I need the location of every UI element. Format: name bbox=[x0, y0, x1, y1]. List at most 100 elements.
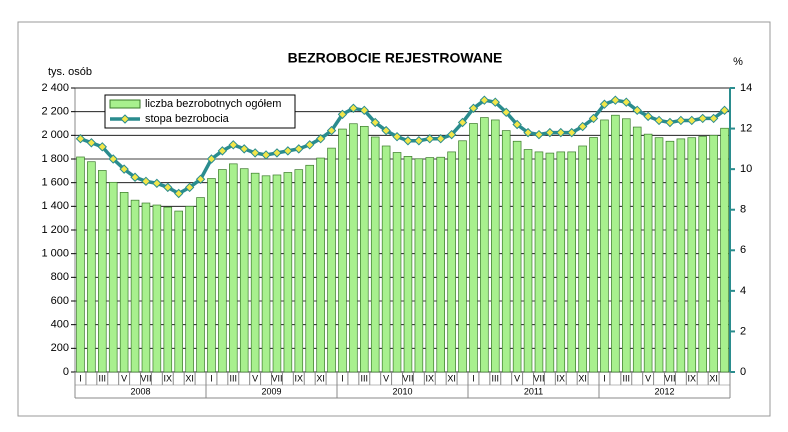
y-tick-label: 1 200 bbox=[41, 224, 69, 236]
line-marker bbox=[294, 144, 304, 154]
y2-tick-label: 2 bbox=[740, 325, 746, 337]
x-tick-label: IX bbox=[295, 373, 304, 383]
line-marker bbox=[403, 136, 413, 146]
line-marker bbox=[152, 178, 162, 189]
line-marker bbox=[305, 140, 315, 150]
line-marker bbox=[163, 182, 173, 193]
year-label: 2010 bbox=[392, 386, 412, 396]
x-tick-label: XI bbox=[578, 373, 587, 383]
line-marker bbox=[698, 113, 708, 124]
x-tick-label: I bbox=[603, 373, 606, 383]
bar bbox=[305, 164, 314, 373]
line-marker bbox=[676, 115, 686, 126]
bar bbox=[600, 119, 609, 373]
line-marker bbox=[545, 127, 555, 138]
line-marker bbox=[381, 125, 391, 136]
x-tick-label: I bbox=[210, 373, 213, 383]
bar bbox=[152, 204, 162, 373]
x-tick-label: III bbox=[623, 373, 631, 383]
bar bbox=[239, 168, 249, 373]
line-marker bbox=[479, 95, 490, 105]
bar bbox=[512, 140, 522, 373]
line-marker bbox=[665, 117, 675, 128]
chart-title: BEZROBOCIE REJESTROWANE bbox=[288, 50, 503, 66]
bar bbox=[381, 145, 391, 373]
line-marker bbox=[239, 144, 249, 154]
line-marker bbox=[130, 172, 140, 182]
line-marker bbox=[567, 127, 577, 138]
line-marker bbox=[348, 103, 359, 113]
line-marker bbox=[217, 146, 228, 156]
x-tick-label: V bbox=[514, 373, 520, 383]
bar bbox=[207, 178, 216, 373]
line-marker bbox=[512, 119, 522, 130]
line-marker bbox=[687, 115, 697, 126]
line-marker bbox=[228, 140, 238, 150]
bar bbox=[436, 156, 445, 373]
x-tick-label: VII bbox=[140, 373, 151, 383]
y-tick-label: 200 bbox=[51, 342, 69, 354]
bar bbox=[196, 197, 205, 373]
line-marker bbox=[184, 182, 195, 193]
bar bbox=[370, 136, 380, 373]
x-tick-label: VII bbox=[402, 373, 413, 383]
x-tick-label: V bbox=[252, 373, 258, 383]
line-marker bbox=[174, 188, 184, 199]
bar bbox=[283, 172, 293, 373]
line-marker bbox=[195, 174, 206, 184]
line-marker bbox=[654, 115, 664, 126]
line-marker bbox=[315, 134, 326, 144]
bar bbox=[665, 140, 675, 373]
bar bbox=[491, 119, 500, 373]
x-tick-label: III bbox=[492, 373, 500, 383]
x-tick-label: VII bbox=[664, 373, 675, 383]
x-tick-label: IX bbox=[426, 373, 435, 383]
bar bbox=[294, 169, 304, 373]
bar bbox=[578, 145, 587, 373]
y-tick-label: 1 400 bbox=[41, 200, 69, 212]
line-marker bbox=[261, 150, 271, 160]
line-marker bbox=[577, 121, 588, 132]
bar bbox=[480, 117, 489, 373]
line-marker bbox=[468, 103, 479, 113]
y2-tick-label: 12 bbox=[740, 122, 752, 134]
legend-marker bbox=[120, 114, 130, 124]
line-marker bbox=[272, 148, 282, 158]
bar bbox=[261, 175, 271, 373]
y-tick-label: 1 000 bbox=[41, 248, 69, 260]
bar bbox=[654, 137, 664, 373]
bar bbox=[447, 151, 456, 373]
legend-label: liczba bezrobotnych ogółem bbox=[145, 98, 281, 110]
bar bbox=[130, 199, 140, 373]
bar bbox=[76, 156, 85, 373]
line-marker bbox=[108, 154, 118, 164]
x-tick-label: XI bbox=[709, 373, 718, 383]
x-tick-label: XI bbox=[185, 373, 194, 383]
bar bbox=[698, 136, 707, 373]
y-tick-label: 1 600 bbox=[41, 177, 69, 189]
bar bbox=[567, 151, 576, 373]
line-marker bbox=[250, 148, 260, 158]
line-marker bbox=[119, 164, 129, 174]
bar bbox=[534, 151, 544, 373]
bar bbox=[469, 123, 478, 373]
bar bbox=[360, 125, 369, 373]
bar bbox=[250, 172, 260, 373]
bar bbox=[458, 140, 467, 373]
line-marker bbox=[425, 134, 435, 144]
y2-tick-label: 14 bbox=[740, 82, 752, 94]
bar bbox=[709, 134, 718, 373]
line-marker bbox=[632, 105, 642, 116]
bar bbox=[392, 152, 402, 373]
bar bbox=[316, 157, 325, 373]
bar bbox=[523, 149, 533, 373]
y-tick-label: 1 800 bbox=[41, 153, 69, 165]
line-marker bbox=[534, 129, 544, 140]
line-marker bbox=[501, 107, 511, 118]
y2-tick-label: 10 bbox=[740, 163, 752, 175]
bar bbox=[185, 205, 194, 373]
line-marker bbox=[621, 97, 631, 107]
bar bbox=[174, 210, 183, 373]
bar bbox=[632, 126, 642, 373]
bar bbox=[338, 128, 347, 373]
